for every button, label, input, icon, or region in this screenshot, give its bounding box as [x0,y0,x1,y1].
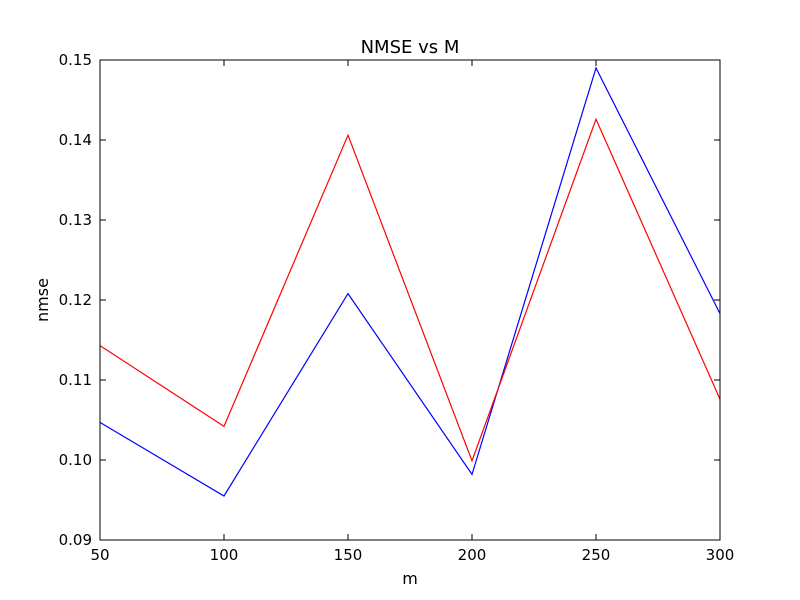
x-axis-label: m [402,569,418,588]
y-tick-label: 0.11 [59,371,92,389]
x-tick-label: 100 [210,546,239,564]
plot-background [100,60,720,540]
y-tick-label: 0.09 [59,531,92,549]
series-line-red [99,117,721,463]
series-layer [99,66,721,497]
series-line-blue [99,66,721,497]
y-tick-label: 0.14 [59,131,92,149]
x-tick-label: 300 [706,546,735,564]
y-tick-label: 0.13 [59,211,92,229]
plot-frame [99,59,721,541]
x-tick-label: 50 [90,546,109,564]
chart-title: NMSE vs M [361,37,460,58]
x-tick-label: 150 [334,546,363,564]
x-tick-label: 200 [458,546,487,564]
x-tick-label: 250 [582,546,611,564]
tick-layer: 50 100 150 200 250 300 0.09 0.10 0.11 0.12 0.13 0.1… [59,51,735,564]
y-axis-label: nmse [33,278,52,322]
y-tick-label: 0.10 [59,451,92,469]
y-tick-label: 0.12 [59,291,92,309]
y-tick-label: 0.15 [59,51,92,69]
